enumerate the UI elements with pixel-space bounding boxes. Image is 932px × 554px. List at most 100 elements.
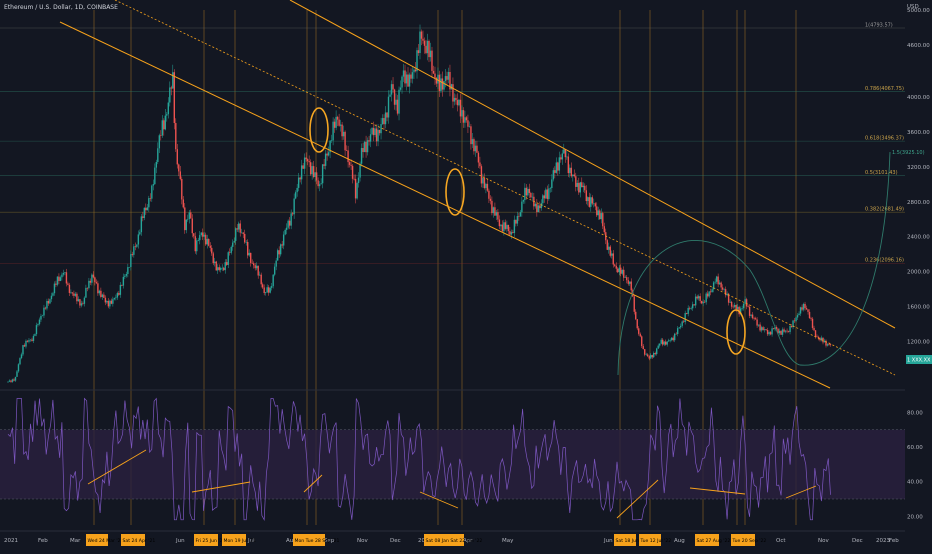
candle-body [693, 304, 695, 306]
candle-body [426, 40, 429, 54]
rsi-tick-label: 40.00 [907, 480, 923, 486]
candle-body [7, 381, 9, 383]
highlight-circle [309, 107, 329, 153]
candle-body [318, 184, 321, 187]
candle-body [714, 281, 716, 283]
candle-body [371, 127, 373, 135]
price-tick-label: 3600.00 [907, 130, 930, 136]
candle-body [425, 45, 427, 54]
candle-body [149, 198, 152, 199]
candle-body [381, 118, 384, 125]
candle-body [456, 100, 459, 106]
candle-body [359, 163, 361, 178]
candle-body [71, 292, 74, 294]
event-tag-label: Mon Tue 28 Sep '21 [295, 538, 340, 544]
event-tag-label: Sat 24 Apr '21 [123, 538, 156, 544]
candle-body [160, 135, 162, 136]
candle-body [641, 336, 643, 347]
candle-body [429, 50, 432, 58]
candle-body [823, 340, 826, 343]
candle-body [166, 114, 168, 116]
candle-body [599, 210, 601, 220]
candle-body [273, 266, 276, 275]
candle-body [702, 301, 704, 304]
candle-body [549, 188, 552, 189]
candle-body [226, 262, 228, 265]
candle-body [741, 308, 743, 309]
candle-body [211, 247, 213, 254]
candle-body [37, 324, 39, 326]
candle-body [639, 333, 641, 337]
candle-body [109, 300, 111, 307]
candle-body [395, 99, 397, 105]
time-tick-label: Jun [175, 538, 185, 544]
candle-body [742, 303, 745, 309]
candle-body [768, 332, 770, 335]
candle-body [593, 203, 595, 205]
candle-body [220, 267, 222, 270]
candle-body [687, 307, 689, 314]
candle-body [486, 183, 489, 191]
event-tag [86, 534, 108, 546]
rsi-line [7, 397, 831, 522]
candle-body [672, 337, 674, 341]
candle-body [618, 267, 620, 273]
candle-body [537, 205, 540, 213]
candle-body [14, 376, 17, 381]
candle-body [669, 340, 671, 341]
candle-body [65, 272, 68, 284]
candle-body [437, 74, 439, 84]
candle-body [227, 252, 229, 265]
candle-body [665, 341, 667, 345]
candle-body [600, 213, 602, 220]
candle-body [575, 176, 577, 187]
candle-body [503, 222, 505, 232]
candle-body [365, 141, 367, 153]
candle-body [718, 282, 721, 285]
event-tag-label: Wed 24 Mar '21 [88, 538, 124, 544]
candle-body [200, 232, 202, 236]
candle-body [422, 38, 424, 41]
candle-body [366, 140, 369, 153]
price-tick-label: 3200.00 [907, 165, 930, 171]
candle-body [278, 250, 280, 255]
price-tick-label: 2800.00 [907, 200, 930, 206]
rsi-divergence-line [689, 487, 746, 495]
candle-body [778, 330, 781, 334]
event-tag-label: Mon 19 Jul '21 [224, 538, 257, 544]
candle-body [297, 177, 300, 188]
candle-body [512, 232, 514, 233]
candle-body [434, 73, 436, 78]
candle-body [569, 167, 571, 174]
candle-body [363, 141, 366, 153]
candle-body [792, 320, 794, 328]
candle-body [769, 332, 772, 335]
candle-body [354, 178, 357, 199]
candle-body [131, 254, 134, 255]
candle-body [266, 287, 268, 293]
event-tag-label: Sat 18 Jun '22 [616, 538, 648, 544]
candle-body [602, 213, 604, 227]
candle-body [419, 31, 421, 54]
candle-body [721, 287, 724, 290]
candle-body [25, 340, 27, 347]
candle-body [353, 178, 355, 180]
candle-body [521, 201, 523, 213]
candle-body [113, 298, 116, 300]
event-tag [424, 534, 464, 546]
candle-body [67, 283, 69, 285]
candle-body [690, 308, 692, 309]
candle-body [789, 326, 791, 332]
candle-body [264, 292, 267, 294]
candle-body [491, 200, 493, 214]
candle-body [19, 358, 21, 365]
candle-body [564, 149, 567, 158]
candle-body [645, 354, 647, 356]
candle-body [83, 297, 86, 304]
candle-body [254, 265, 256, 269]
candle-body [739, 308, 742, 315]
candle-body [185, 219, 187, 231]
event-tag [293, 534, 325, 546]
candle-body [461, 110, 463, 117]
